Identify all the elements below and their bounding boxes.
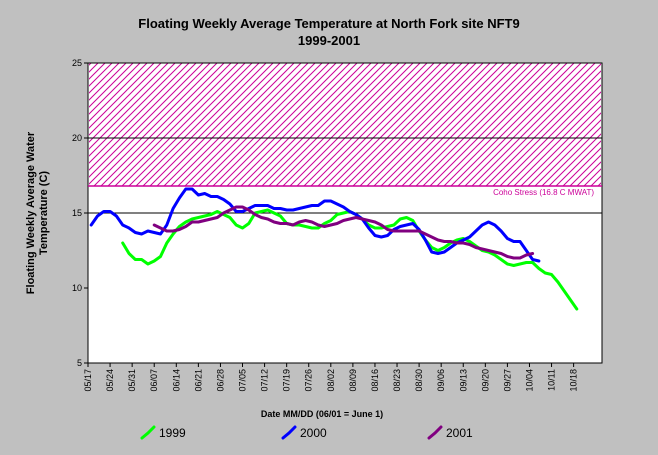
x-tick-label-10/04: 10/04 bbox=[524, 369, 534, 392]
y-axis-label-line1: Floating Weekly Average Water bbox=[25, 131, 37, 294]
x-tick-label-10/18: 10/18 bbox=[569, 369, 579, 392]
y-tick-label-5: 5 bbox=[77, 358, 82, 368]
legend-swatch-2000 bbox=[281, 425, 297, 440]
x-tick-label-08/23: 08/23 bbox=[392, 369, 402, 392]
y-axis-label-line2: Temperature (C) bbox=[38, 171, 50, 255]
coho-stress-label: Coho Stress (16.8 C MWAT) bbox=[493, 188, 594, 197]
x-tick-label-07/12: 07/12 bbox=[260, 369, 270, 392]
x-tick-label-09/06: 09/06 bbox=[436, 369, 446, 392]
x-tick-label-08/02: 08/02 bbox=[326, 369, 336, 392]
x-tick-label-05/17: 05/17 bbox=[83, 369, 93, 392]
coho-stress-band bbox=[89, 63, 601, 186]
y-tick-label-10: 10 bbox=[72, 283, 82, 293]
legend-swatch-2001 bbox=[427, 425, 443, 440]
x-tick-label-05/24: 05/24 bbox=[105, 369, 115, 392]
x-tick-label-07/05: 07/05 bbox=[238, 369, 248, 392]
x-tick-label-06/07: 06/07 bbox=[149, 369, 159, 392]
x-tick-label-06/28: 06/28 bbox=[215, 369, 225, 392]
legend-label-1999: 1999 bbox=[159, 426, 186, 440]
x-tick-label-07/26: 07/26 bbox=[304, 369, 314, 392]
x-tick-label-09/20: 09/20 bbox=[480, 369, 490, 392]
x-tick-label-08/16: 08/16 bbox=[370, 369, 380, 392]
x-tick-label-09/27: 09/27 bbox=[502, 369, 512, 392]
y-tick-label-25: 25 bbox=[72, 58, 82, 68]
chart-title: Floating Weekly Average Temperature at N… bbox=[138, 16, 519, 31]
series-2000-line bbox=[89, 187, 541, 263]
x-tick-label-07/19: 07/19 bbox=[282, 369, 292, 392]
x-tick-label-06/14: 06/14 bbox=[171, 369, 181, 392]
legend-label-2001: 2001 bbox=[446, 426, 473, 440]
x-tick-label-05/31: 05/31 bbox=[127, 369, 137, 392]
x-axis-label: Date MM/DD (06/01 = June 1) bbox=[261, 409, 383, 419]
legend-label-2000: 2000 bbox=[300, 426, 327, 440]
x-tick-label-10/11: 10/11 bbox=[547, 369, 557, 391]
chart-subtitle: 1999-2001 bbox=[298, 33, 360, 48]
series-2001-line bbox=[152, 205, 535, 260]
y-tick-label-15: 15 bbox=[72, 208, 82, 218]
x-tick-label-08/30: 08/30 bbox=[414, 369, 424, 392]
legend-swatch-1999 bbox=[140, 425, 156, 440]
x-tick-label-09/13: 09/13 bbox=[458, 369, 468, 392]
y-tick-label-20: 20 bbox=[72, 133, 82, 143]
x-tick-label-06/21: 06/21 bbox=[193, 369, 203, 392]
x-tick-label-08/09: 08/09 bbox=[348, 369, 358, 392]
